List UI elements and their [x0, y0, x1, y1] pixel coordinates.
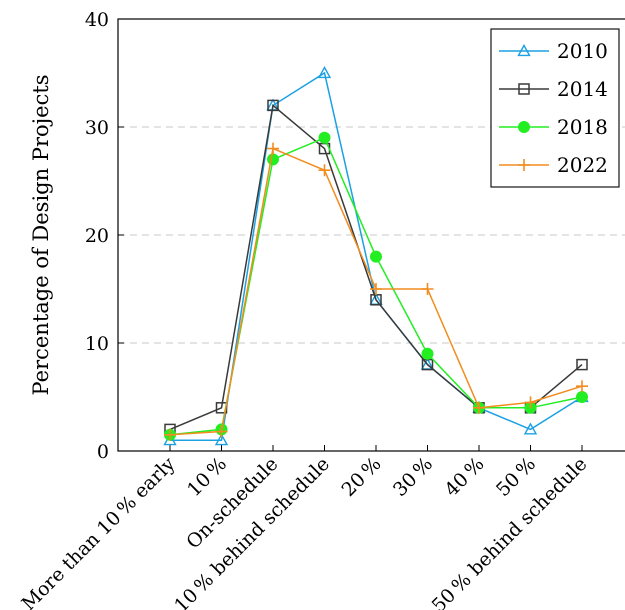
data-point-2014: [576, 358, 588, 371]
data-point-2010: [214, 433, 229, 446]
data-point-2018: [318, 131, 331, 144]
data-point-2022: [473, 401, 485, 414]
legend-label-2010: 2010: [557, 39, 608, 63]
x-tick-label: 10 %: [183, 453, 231, 501]
data-point-2022: [524, 396, 537, 409]
y-tick-label: 30: [85, 117, 109, 139]
series-group: [163, 66, 589, 446]
x-tick-label: 30 %: [389, 453, 437, 501]
legend-label-2014: 2014: [557, 77, 608, 101]
data-point-2018: [267, 153, 279, 166]
data-point-2014: [267, 99, 279, 112]
legend-label-2018: 2018: [557, 115, 608, 139]
x-tick-label: 50 %: [492, 453, 540, 501]
legend: 2010 2014 2018 2022: [490, 28, 620, 188]
series-2022: [164, 142, 588, 441]
data-point-2018: [576, 391, 588, 403]
y-axis-label: Percentage of Design Projects: [29, 74, 53, 395]
data-point-2022: [267, 142, 279, 155]
y-tick-label: 40: [85, 9, 109, 31]
x-tick-label: 40 %: [440, 453, 488, 501]
y-tick-label: 0: [97, 441, 109, 463]
y-tick-label: 10: [85, 333, 109, 355]
data-point-2018: [370, 250, 382, 263]
x-tick-label: 20 %: [337, 453, 385, 501]
data-point-2022: [318, 164, 331, 177]
data-point-2022: [421, 283, 434, 295]
legend-marker-2010: [517, 44, 531, 57]
y-tick-label: 20: [85, 225, 109, 247]
y-axis: 0 10 20 30 40: [85, 9, 124, 463]
x-tick-label: More than 10 % early: [17, 453, 179, 610]
data-point-2022: [370, 283, 382, 295]
legend-box: [490, 28, 620, 188]
data-point-2010: [317, 66, 332, 79]
legend-marker-2014: [518, 83, 530, 95]
legend-marker-2022: [518, 159, 530, 171]
data-point-2022: [576, 380, 588, 393]
data-point-2010: [523, 422, 538, 435]
data-point-2022: [164, 428, 176, 441]
legend-label-2022: 2022: [557, 153, 608, 177]
data-point-2022: [215, 425, 228, 438]
legend-marker-2018: [518, 121, 530, 133]
data-point-2018: [421, 347, 434, 360]
